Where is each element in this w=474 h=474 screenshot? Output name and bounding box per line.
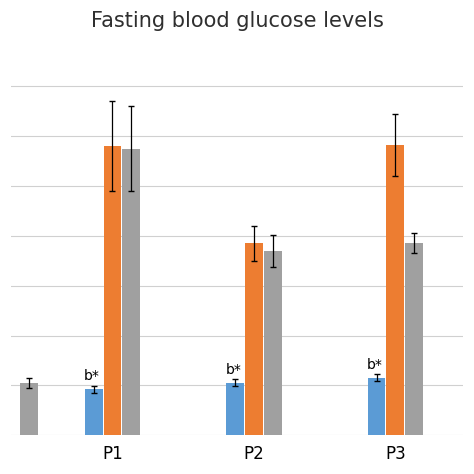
Bar <box>368 378 385 435</box>
Text: b*: b* <box>84 369 100 383</box>
Bar <box>85 389 103 435</box>
Bar <box>20 383 37 435</box>
Text: b*: b* <box>367 358 383 372</box>
Bar <box>226 383 244 435</box>
Title: Fasting blood glucose levels: Fasting blood glucose levels <box>91 11 383 31</box>
Bar <box>245 243 263 435</box>
Bar <box>386 145 404 435</box>
Bar <box>264 251 282 435</box>
Bar <box>103 146 121 435</box>
Bar <box>405 243 423 435</box>
Text: b*: b* <box>226 363 241 377</box>
Bar <box>122 149 140 435</box>
